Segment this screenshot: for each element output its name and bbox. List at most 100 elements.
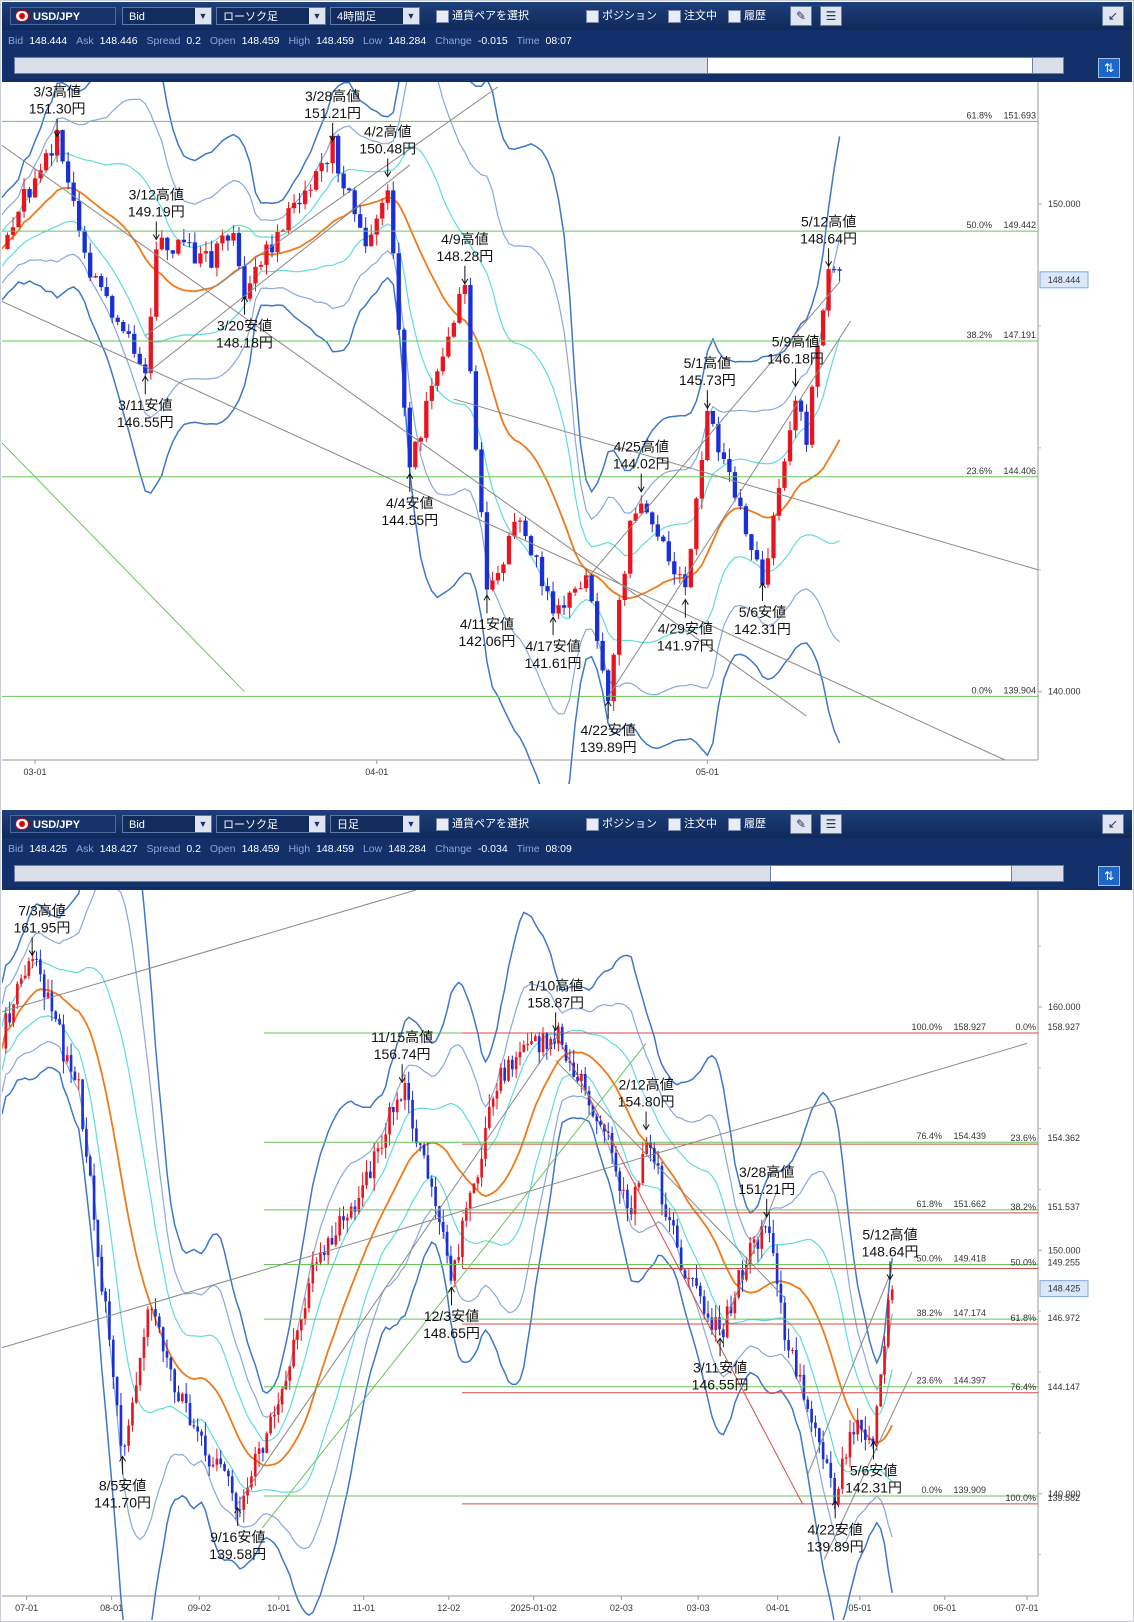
candle-body — [96, 1219, 100, 1257]
change-value: -0.034 — [477, 843, 508, 855]
expand-button[interactable]: ⇅ — [1098, 866, 1120, 886]
candle-body — [288, 1366, 292, 1381]
navigator-handle[interactable] — [770, 865, 1012, 882]
candle-body — [411, 1099, 414, 1129]
candle-body — [867, 1438, 871, 1440]
arrow-head-icon — [53, 131, 61, 138]
candle-body — [499, 1067, 503, 1091]
candle-body — [269, 244, 275, 253]
price-type-select[interactable]: Bid ▼ — [122, 815, 212, 833]
candle-body — [453, 1260, 457, 1281]
navigator-handle[interactable] — [707, 57, 1033, 74]
candle-body — [652, 1148, 656, 1164]
annotation-date-label: 3/28高値 — [305, 88, 360, 104]
position-checkbox[interactable]: ポジション — [584, 7, 666, 25]
time-label: Time — [516, 843, 540, 855]
candle-body — [358, 214, 363, 228]
candle-body — [88, 1156, 92, 1176]
candle-body — [771, 1233, 775, 1254]
pair-select-checkbox[interactable]: 通貨ペアを選択 — [434, 7, 564, 25]
draw-tools-button[interactable]: ✎ — [790, 6, 812, 26]
chevron-down-icon[interactable]: ▼ — [403, 816, 419, 832]
candle-body — [341, 173, 346, 189]
x-tick-label: 12-02 — [437, 1603, 460, 1613]
history-checkbox[interactable]: 履歴 — [726, 815, 786, 833]
candle-body — [319, 163, 324, 172]
candle-body — [169, 1357, 173, 1370]
chart-style-select[interactable]: ローソク足 ▼ — [216, 815, 326, 833]
candle-body — [848, 1432, 852, 1458]
chevron-down-icon[interactable]: ▼ — [403, 8, 419, 24]
candle-body — [177, 1392, 180, 1402]
candle-body — [62, 1024, 65, 1062]
candle-body — [495, 1090, 499, 1099]
annotation-price-label: 151.21円 — [304, 105, 361, 121]
price-chart-4h[interactable]: 150.000 140.000 03-01 04-01 05-01 61.8% 151.69… — [2, 82, 1132, 784]
candle-body — [296, 1330, 299, 1340]
annotation-price-label: 151.30円 — [29, 101, 86, 117]
price-chart-daily[interactable]: 160.000 150.000 140.000 07-01 08-01 09-02 10-0… — [2, 890, 1132, 1620]
candle-body — [319, 1252, 322, 1263]
candle-body — [264, 244, 269, 265]
candle-body — [292, 1339, 295, 1367]
trend-line — [261, 1043, 647, 1529]
chevron-down-icon[interactable]: ▼ — [195, 8, 211, 24]
chart-style-value: ローソク足 — [223, 819, 278, 831]
candle-body — [385, 190, 390, 203]
x-tick-label: 04-01 — [365, 767, 388, 777]
expand-button[interactable]: ⇅ — [1098, 58, 1120, 78]
history-checkbox[interactable]: 履歴 — [726, 7, 786, 25]
x-tick-label: 03-01 — [24, 767, 47, 777]
collapse-panel-button[interactable]: ↙ — [1102, 814, 1124, 834]
candle-body — [396, 253, 401, 330]
candle-body — [672, 561, 677, 575]
candle-body — [230, 1476, 234, 1494]
candle-body — [655, 524, 660, 537]
candle-body — [541, 1033, 545, 1053]
candle-body — [650, 512, 655, 525]
orders-checkbox[interactable]: 注文中 — [666, 815, 726, 833]
chevron-down-icon[interactable]: ▼ — [309, 816, 325, 832]
candle-body — [231, 233, 236, 241]
candle-body — [831, 269, 837, 271]
trend-line — [2, 890, 416, 1013]
candle-body — [88, 252, 93, 278]
candle-body — [65, 1055, 69, 1062]
fibonacci-price: 146.972 — [1047, 1313, 1080, 1323]
chevron-down-icon[interactable]: ▼ — [195, 816, 211, 832]
candle-body — [132, 333, 137, 354]
candle-body — [369, 234, 374, 247]
timeframe-select[interactable]: 4時間足 ▼ — [330, 7, 420, 25]
candle-body — [503, 1067, 506, 1081]
us-flag-icon — [15, 818, 29, 830]
candle-body — [695, 1278, 698, 1286]
candle-body — [457, 294, 462, 323]
price-type-select[interactable]: Bid ▼ — [122, 7, 212, 25]
arrow-head-icon — [461, 278, 469, 285]
arrow-head-icon — [329, 135, 337, 142]
candle-body — [567, 592, 572, 608]
candle-body — [161, 1327, 165, 1352]
currency-pair-button[interactable]: USD/JPY — [10, 7, 116, 25]
pair-select-label: 通貨ペアを選択 — [452, 10, 529, 22]
chart-style-select[interactable]: ローソク足 ▼ — [216, 7, 326, 25]
candle-body — [479, 449, 484, 513]
draw-tools-button[interactable]: ✎ — [790, 814, 812, 834]
candle-body — [158, 1316, 161, 1328]
settings-list-button[interactable]: ☰ — [820, 814, 842, 834]
x-tick-label: 03-03 — [687, 1603, 710, 1613]
timeframe-select[interactable]: 日足 ▼ — [330, 815, 420, 833]
position-checkbox[interactable]: ポジション — [584, 815, 666, 833]
candle-body — [399, 1099, 403, 1101]
candle-body — [699, 1285, 702, 1297]
chevron-down-icon[interactable]: ▼ — [309, 8, 325, 24]
candle-body — [507, 1059, 510, 1081]
settings-list-button[interactable]: ☰ — [820, 6, 842, 26]
ask-label: Ask — [76, 35, 94, 47]
candle-body — [181, 239, 187, 243]
orders-checkbox[interactable]: 注文中 — [666, 7, 726, 25]
collapse-panel-button[interactable]: ↙ — [1102, 6, 1124, 26]
currency-pair-button[interactable]: USD/JPY — [10, 815, 116, 833]
candle-body — [844, 1457, 848, 1459]
pair-select-checkbox[interactable]: 通貨ペアを選択 — [434, 815, 564, 833]
